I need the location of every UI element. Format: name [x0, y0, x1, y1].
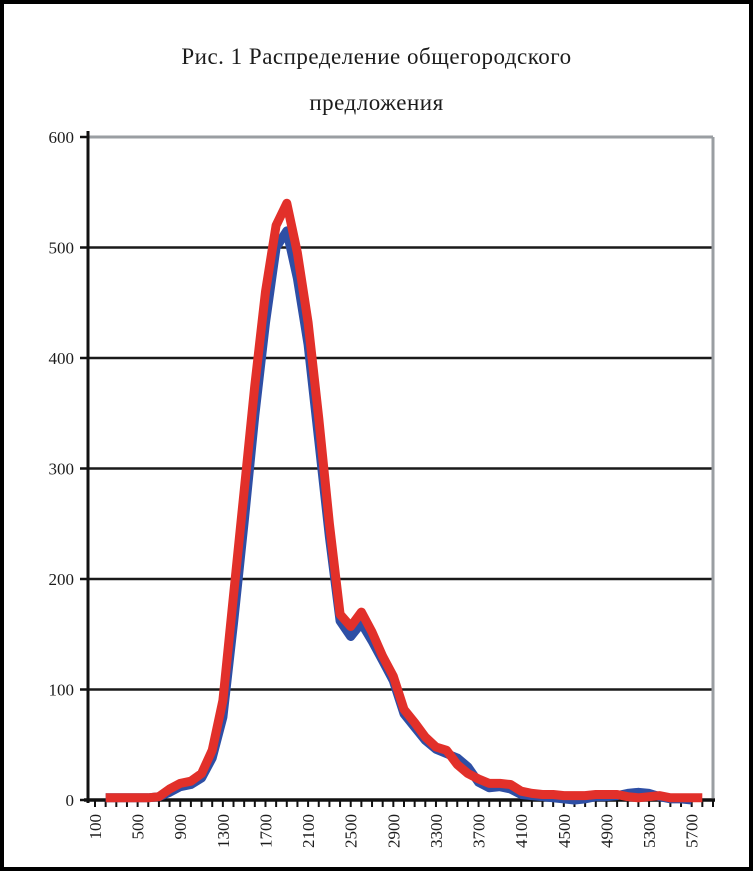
- y-tick-label-0: 0: [66, 791, 75, 810]
- x-tick-label-3300: 3300: [427, 814, 446, 848]
- x-tick-label-500: 500: [129, 814, 148, 840]
- x-tick-label-2900: 2900: [384, 814, 403, 848]
- x-tick-label-4900: 4900: [597, 814, 616, 848]
- y-tick-label-100: 100: [49, 681, 75, 700]
- x-tick-label-4100: 4100: [512, 814, 531, 848]
- y-tick-label-600: 600: [49, 128, 75, 147]
- x-tick-label-100: 100: [86, 814, 105, 840]
- chart-title-line1: Рис. 1 Распределение общегородского: [181, 44, 572, 69]
- x-tick-label-2100: 2100: [299, 814, 318, 848]
- series-blue-line: [105, 226, 693, 805]
- y-tick-label-400: 400: [49, 349, 75, 368]
- x-tick-label-900: 900: [171, 814, 190, 840]
- y-tick-label-200: 200: [49, 570, 75, 589]
- chart-title: Рис. 1 Распределение общегородского пред…: [4, 34, 749, 126]
- x-tick-label-1700: 1700: [256, 814, 275, 848]
- x-tick-label-5700: 5700: [683, 814, 702, 848]
- x-tick-label-5300: 5300: [640, 814, 659, 848]
- series-red-line: [105, 198, 703, 803]
- y-tick-label-500: 500: [49, 239, 75, 258]
- y-tick-label-300: 300: [49, 460, 75, 479]
- x-tick-label-1300: 1300: [214, 814, 233, 848]
- x-tick-label-4500: 4500: [555, 814, 574, 848]
- x-tick-label-3700: 3700: [470, 814, 489, 848]
- chart-canvas: 0 100 200 300 400 500 600 100 500 900 1300 1700 2100…: [49, 128, 715, 848]
- x-tick-label-2500: 2500: [342, 814, 361, 848]
- chart-title-line2: предложения: [309, 90, 444, 115]
